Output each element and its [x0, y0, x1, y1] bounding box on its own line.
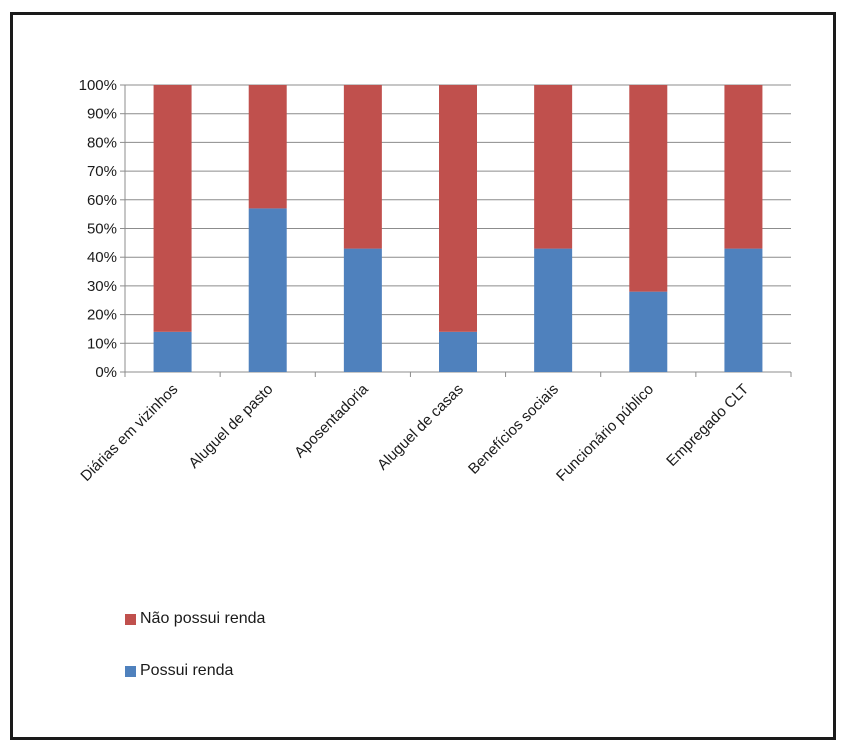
- x-tick-label: Diárias em vizinhos: [77, 381, 181, 485]
- bar-segment-nao-possui-renda: [153, 85, 192, 332]
- bar-segment-possui-renda: [724, 248, 763, 372]
- bar-segment-nao-possui-renda: [343, 85, 382, 249]
- stacked-bar-chart: 0% 10% 20% 30% 40% 50% 60% 70% 80% 90% 100% Diárias…: [77, 77, 792, 485]
- bar-segment-nao-possui-renda: [724, 85, 763, 249]
- bar-segment-nao-possui-renda: [534, 85, 573, 249]
- bar-segment-possui-renda: [343, 248, 382, 372]
- bar-segment-possui-renda: [153, 331, 192, 372]
- y-tick-label: 20%: [87, 307, 117, 324]
- x-tick-label: Benefícios sociais: [465, 381, 562, 478]
- x-tick-label: Empregado CLT: [663, 381, 752, 470]
- x-tick-label: Funcionário público: [553, 381, 657, 485]
- x-tick-label: Aluguel de pasto: [185, 381, 276, 472]
- y-tick-label: 90%: [87, 106, 117, 123]
- bar-segment-possui-renda: [534, 248, 573, 372]
- legend-label-possui-renda: Possui renda: [140, 662, 234, 679]
- legend-item-possui-renda: Possui renda: [125, 662, 233, 680]
- bar-segment-possui-renda: [439, 331, 477, 372]
- bar-segment-nao-possui-renda: [439, 85, 477, 332]
- bar-segment-possui-renda: [248, 208, 287, 372]
- x-tick-label: Aluguel de casas: [374, 381, 467, 474]
- y-tick-label: 100%: [79, 77, 117, 94]
- y-tick-label: 80%: [87, 134, 117, 151]
- y-tick-label: 60%: [87, 192, 117, 209]
- x-tick-label: Aposentadoria: [291, 380, 372, 461]
- y-tick-label: 10%: [87, 335, 117, 352]
- y-tick-label: 30%: [87, 278, 117, 295]
- chart-frame: 0% 10% 20% 30% 40% 50% 60% 70% 80% 90% 100% Diárias…: [10, 12, 836, 740]
- bar-segment-nao-possui-renda: [629, 85, 668, 292]
- bar-segment-possui-renda: [629, 291, 668, 372]
- legend-swatch-possui-renda: [125, 665, 136, 677]
- legend-item-nao-possui-renda: Não possui renda: [125, 610, 265, 628]
- bar-segment-nao-possui-renda: [248, 85, 287, 209]
- legend-swatch-nao-possui-renda: [125, 613, 136, 625]
- y-tick-label: 50%: [87, 221, 117, 238]
- y-tick-label: 70%: [87, 163, 117, 180]
- y-tick-label: 0%: [95, 364, 117, 381]
- y-tick-label: 40%: [87, 249, 117, 266]
- legend-label-nao-possui-renda: Não possui renda: [140, 610, 266, 627]
